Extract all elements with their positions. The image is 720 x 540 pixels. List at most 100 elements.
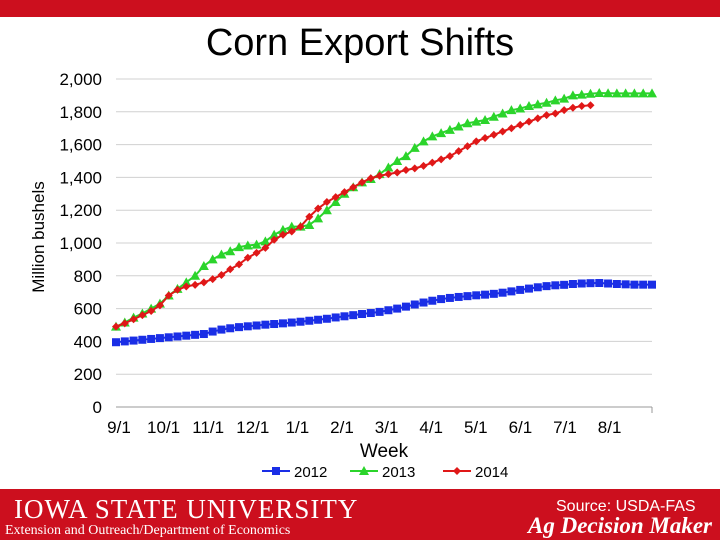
line-chart: 0 200 400 600 800 1,000 1,200 1,400 1,600 1,800 2,… [29, 70, 657, 481]
data-point [277, 224, 288, 234]
y-tick-label: 1,600 [59, 136, 102, 155]
data-point [454, 147, 463, 156]
data-point [366, 174, 375, 183]
data-point [462, 118, 473, 128]
data-point [269, 229, 280, 239]
x-tick-label: 5/1 [464, 418, 488, 437]
data-point [217, 325, 226, 334]
data-point [199, 278, 208, 287]
data-point [138, 335, 147, 344]
data-point [287, 227, 296, 236]
data-point [384, 306, 393, 315]
data-point [182, 282, 191, 291]
data-point [567, 90, 578, 100]
data-point [304, 219, 315, 229]
data-point [278, 230, 287, 239]
data-point [322, 198, 331, 206]
data-point [595, 279, 604, 288]
data-point [129, 315, 138, 324]
data-point [524, 117, 533, 126]
data-point [296, 317, 305, 326]
data-point [453, 121, 464, 131]
data-point [243, 322, 252, 331]
data-point [604, 279, 613, 288]
data-point [410, 300, 419, 309]
data-point [437, 295, 446, 304]
data-point [164, 333, 173, 342]
data-point [542, 282, 551, 291]
y-tick-label: 1,400 [59, 168, 102, 187]
data-point [498, 288, 507, 297]
data-point [261, 243, 270, 252]
data-point [603, 88, 614, 98]
data-point [472, 291, 481, 300]
data-point [445, 293, 454, 302]
data-point [120, 319, 129, 328]
data-point [314, 204, 323, 213]
data-point [322, 314, 331, 323]
data-point [138, 311, 147, 320]
y-tick-label: 200 [74, 365, 102, 384]
data-point [515, 103, 526, 113]
data-point [392, 156, 403, 165]
data-point [234, 242, 245, 252]
data-point [235, 260, 244, 269]
data-point [419, 298, 428, 307]
data-point [401, 302, 410, 311]
data-point [400, 151, 411, 161]
data-point [551, 281, 560, 290]
data-point [453, 467, 461, 475]
data-point [629, 88, 640, 98]
data-point [489, 289, 498, 298]
x-tick-label: 6/1 [509, 418, 533, 437]
data-point [358, 310, 367, 319]
x-tick-label: 8/1 [598, 418, 622, 437]
data-point [516, 120, 525, 129]
data-point [207, 254, 218, 264]
data-point [568, 280, 577, 288]
data-point [216, 249, 227, 259]
data-point [585, 88, 596, 98]
department-text: Extension and Outreach/Department of Eco… [5, 523, 291, 538]
data-point [217, 270, 226, 279]
data-point [586, 101, 595, 110]
data-point [577, 102, 586, 111]
data-point [286, 221, 297, 231]
data-point [630, 280, 639, 289]
legend-label: 2012 [294, 464, 327, 481]
x-tick-label: 12/1 [236, 418, 269, 437]
data-point [349, 311, 358, 320]
x-axis-title: Week [360, 441, 409, 462]
y-tick-label: 0 [93, 398, 102, 417]
data-point [182, 331, 191, 340]
data-point [612, 280, 621, 288]
data-point [120, 337, 129, 346]
data-point [155, 301, 164, 310]
data-point [270, 235, 279, 244]
data-point [594, 87, 605, 97]
y-tick-label: 600 [74, 300, 102, 319]
y-tick-label: 1,800 [59, 103, 102, 122]
data-point [541, 97, 552, 107]
data-point [533, 114, 542, 123]
data-point [551, 109, 560, 118]
data-point [173, 285, 182, 294]
data-point [164, 291, 173, 300]
data-point [375, 171, 384, 180]
data-point [533, 283, 542, 292]
data-point [419, 161, 428, 170]
data-point [313, 213, 324, 223]
data-point [147, 307, 156, 316]
data-point [481, 134, 490, 143]
data-point [393, 168, 402, 177]
data-point [287, 318, 296, 327]
data-point [532, 99, 543, 109]
top-banner [0, 0, 720, 17]
y-tick-label: 800 [74, 267, 102, 286]
data-point [208, 327, 217, 336]
legend-label: 2013 [382, 464, 415, 481]
data-point [242, 240, 253, 250]
data-point [181, 277, 192, 287]
data-point [427, 131, 438, 141]
data-point [586, 279, 595, 288]
